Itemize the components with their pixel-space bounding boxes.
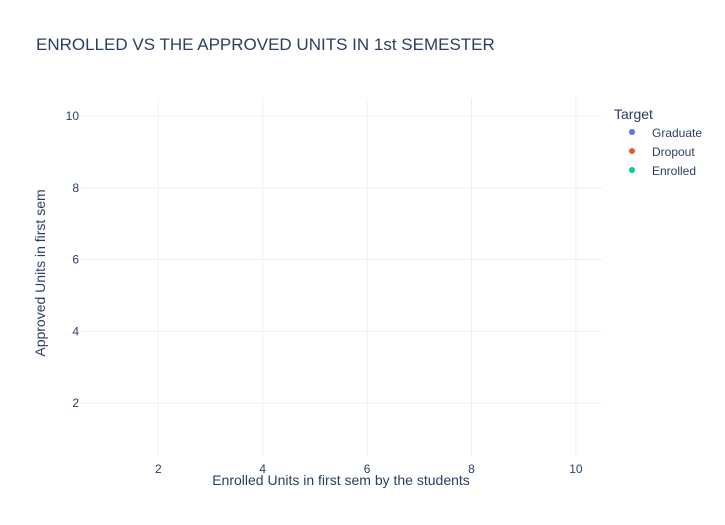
legend-marker <box>629 167 635 173</box>
y-tick-label: 10 <box>66 109 80 123</box>
y-tick-label: 8 <box>72 181 79 195</box>
legend-label: Graduate <box>652 126 702 140</box>
x-tick-label: 2 <box>155 462 162 476</box>
x-axis-label: Enrolled Units in first sem by the stude… <box>212 472 470 488</box>
legend-title: Target <box>614 106 653 122</box>
legend-label: Dropout <box>652 145 695 159</box>
x-tick-label: 10 <box>569 462 583 476</box>
legend-marker <box>629 129 635 135</box>
y-axis-label: Approved Units in first sem <box>32 189 48 356</box>
chart-title: ENROLLED VS THE APPROVED UNITS IN 1st SE… <box>36 35 495 54</box>
legend-label: Enrolled <box>652 164 696 178</box>
y-tick-label: 6 <box>72 253 79 267</box>
legend-marker <box>629 148 635 154</box>
y-tick-label: 2 <box>72 396 79 410</box>
y-tick-label: 4 <box>72 324 79 338</box>
